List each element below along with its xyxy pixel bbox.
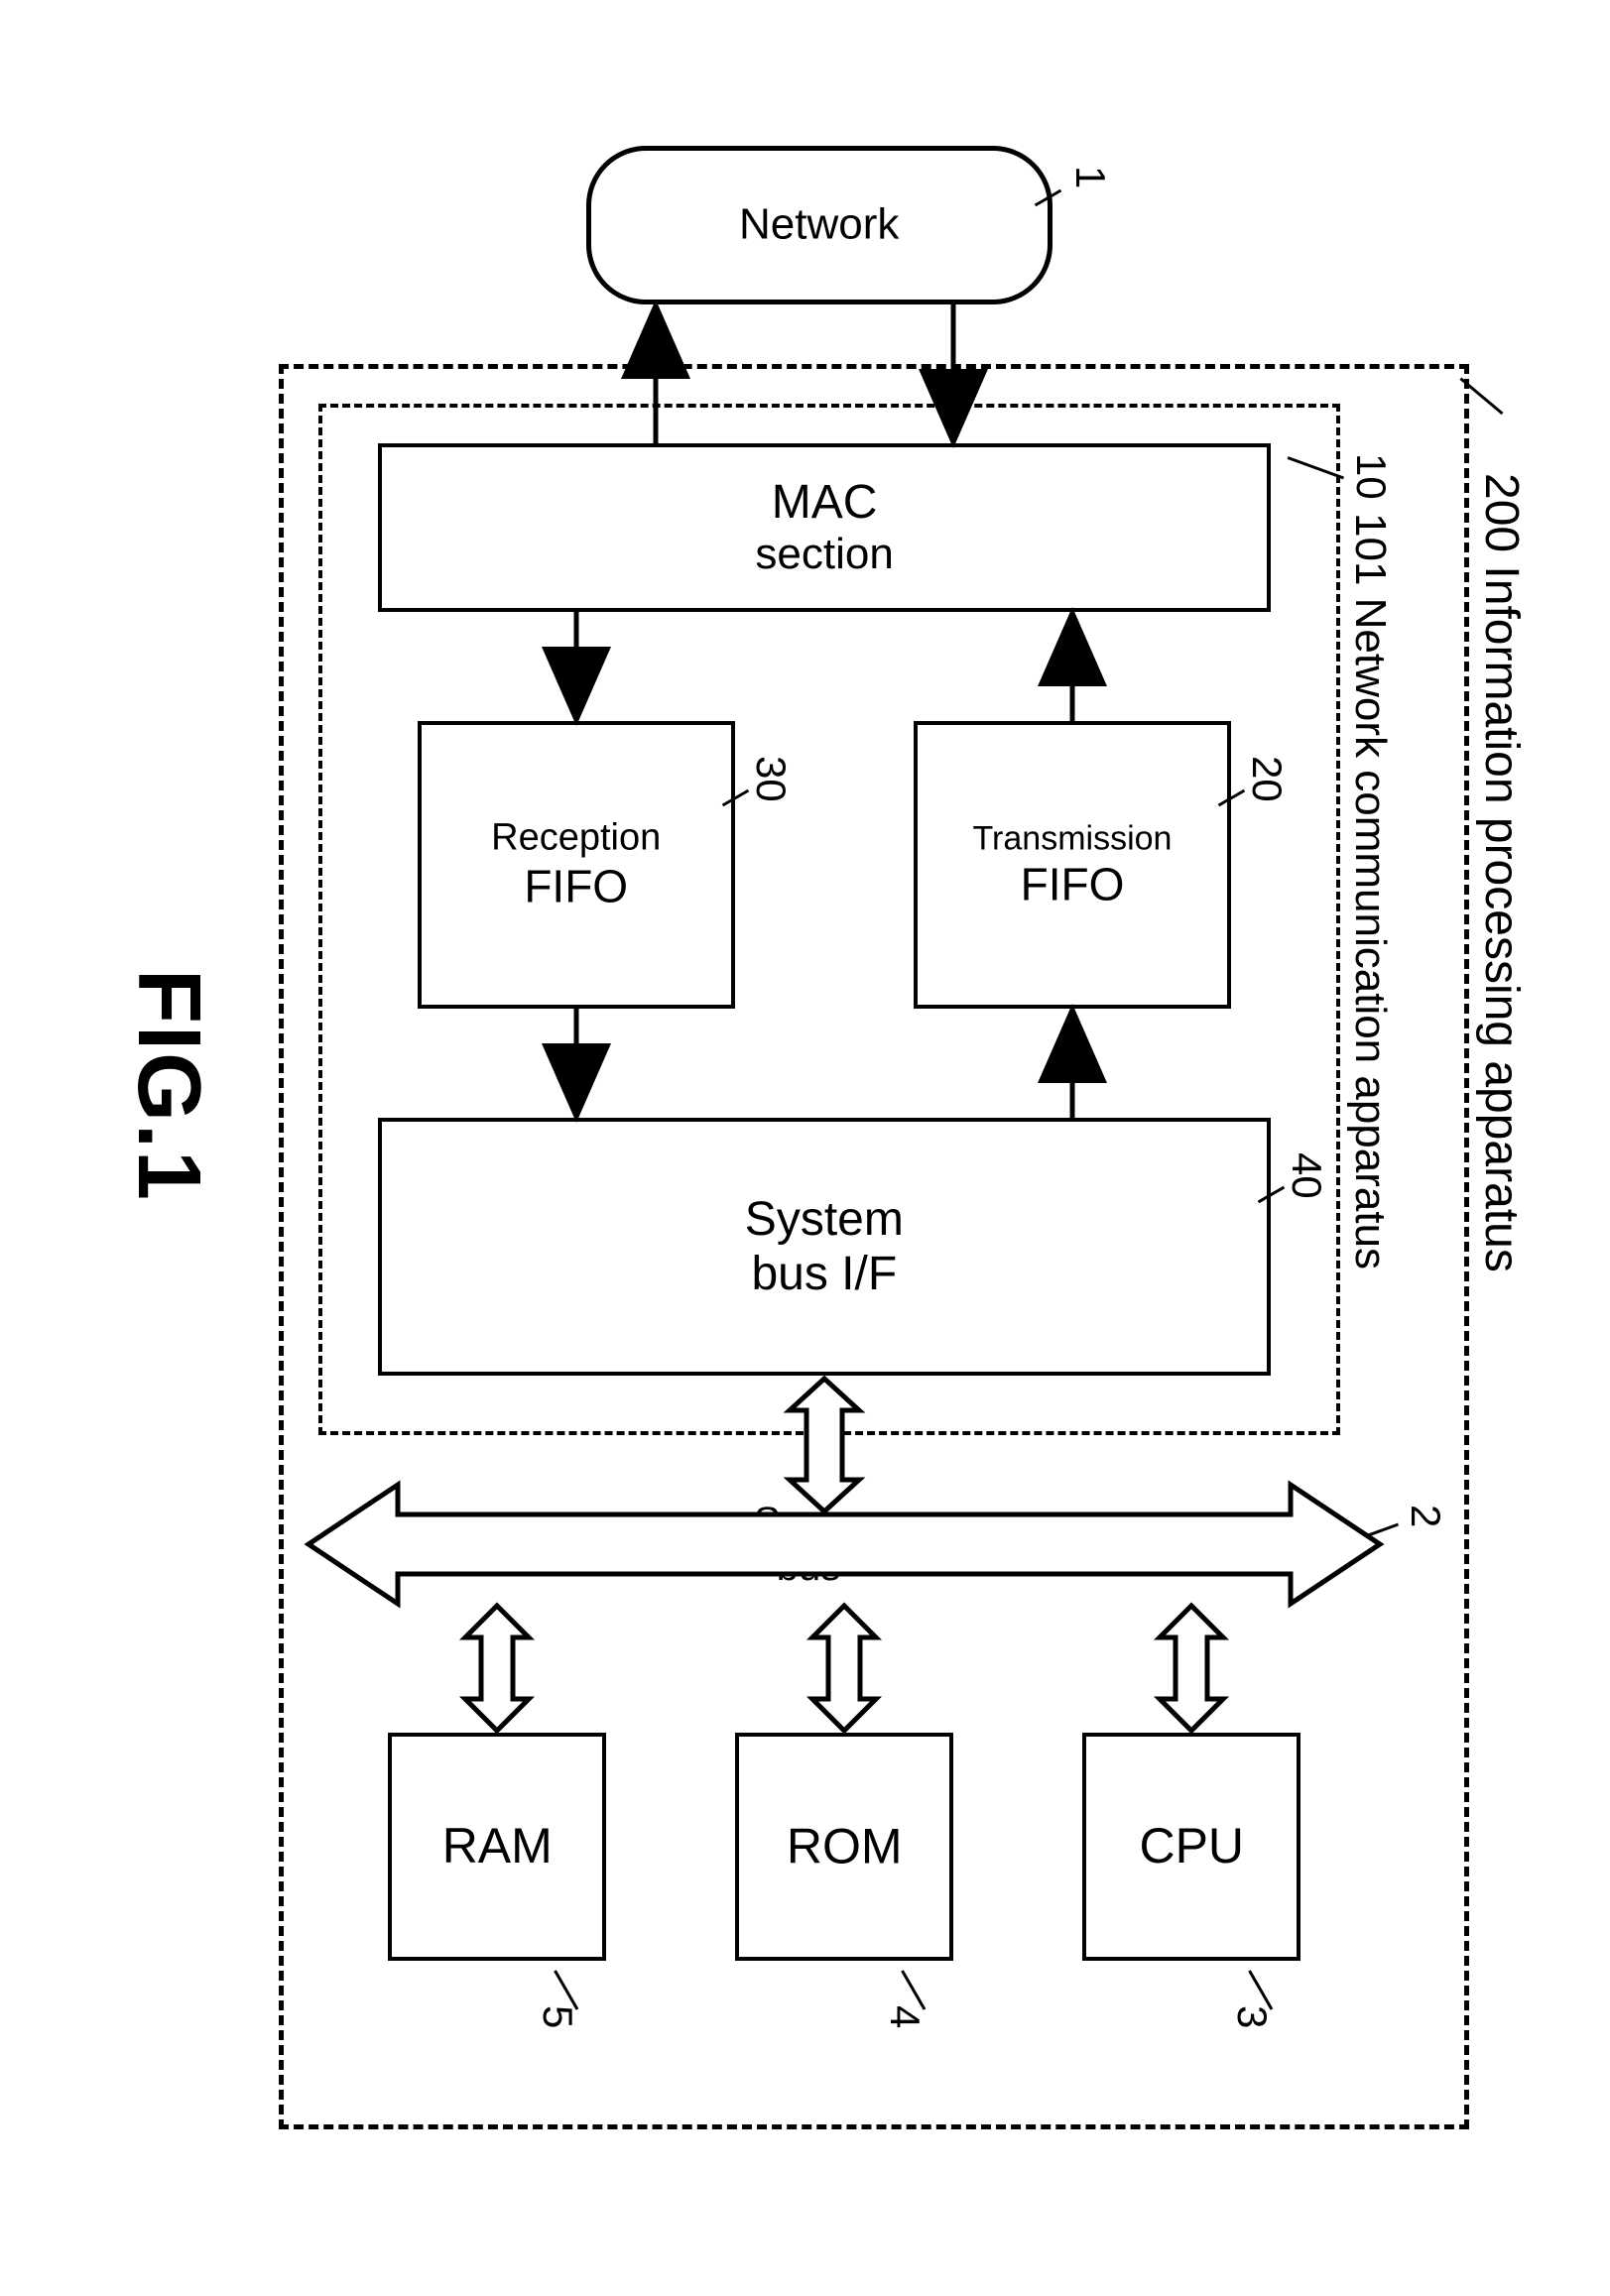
ref-rx: 30 (747, 756, 795, 802)
outer-caption: 200 Information processing apparatus (1474, 473, 1529, 1272)
ram-label: RAM (441, 1818, 552, 1875)
cpu-box: CPU (1082, 1733, 1300, 1961)
sysbusif-label-2: bus I/F (745, 1247, 904, 1301)
rom-box: ROM (735, 1733, 953, 1961)
mac-label-1: MAC (755, 475, 893, 530)
ref-cpu: 3 (1228, 2005, 1276, 2028)
transmission-fifo-box: Transmission FIFO (914, 721, 1231, 1009)
system-bus-label: System bus (754, 1499, 863, 1590)
ram-box: RAM (388, 1733, 606, 1961)
ref-ram: 5 (534, 2005, 581, 2028)
ref-sysbus: 2 (1402, 1505, 1449, 1527)
ref-tx: 20 (1243, 756, 1291, 802)
cpu-label: CPU (1139, 1818, 1244, 1875)
rx-label-2: FIFO (491, 860, 661, 912)
network-label: Network (739, 200, 899, 251)
system-bus-if-box: System bus I/F (378, 1118, 1271, 1376)
tx-label-2: FIFO (973, 858, 1173, 910)
reception-fifo-box: Reception FIFO (418, 721, 735, 1009)
ref-mac: 10 (1347, 453, 1395, 500)
rx-label-1: Reception (491, 817, 661, 861)
tx-label-1: Transmission (973, 819, 1173, 858)
figure-caption: FIG.1 (117, 969, 219, 1202)
network-node: Network (586, 146, 1053, 304)
inner-caption: 101 Network communication apparatus (1345, 513, 1395, 1269)
block-diagram: Network MAC section Transmission FIFO Re… (61, 106, 1548, 2189)
ref-network: 1 (1066, 166, 1114, 188)
ref-sysbusif: 40 (1283, 1152, 1330, 1199)
ref-rom: 4 (881, 2005, 929, 2028)
rom-label: ROM (787, 1818, 903, 1875)
mac-section-box: MAC section (378, 443, 1271, 612)
sysbusif-label-1: System (745, 1192, 904, 1247)
mac-label-2: section (755, 530, 893, 580)
